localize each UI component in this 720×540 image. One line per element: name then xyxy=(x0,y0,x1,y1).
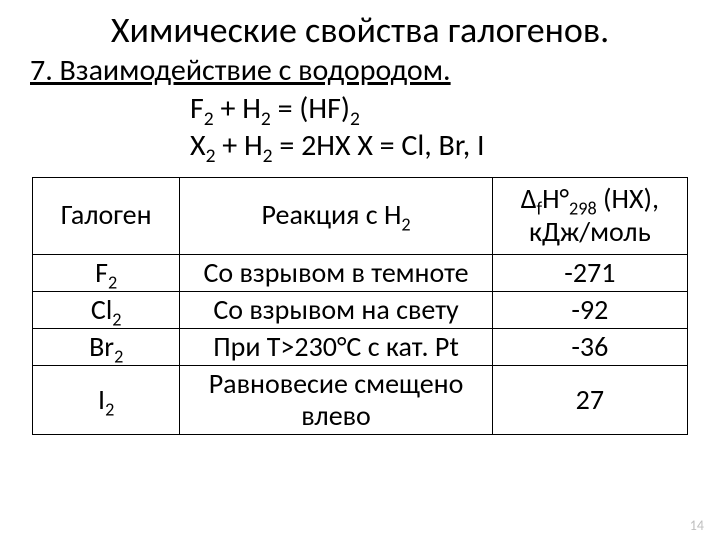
slide-title: Химические свойства галогенов. xyxy=(0,0,720,52)
reaction-line: влево xyxy=(301,398,371,433)
subtitle-block: 7. Взаимодействие с водородом. F2 + H2 =… xyxy=(0,52,720,165)
halogen-symbol: Br xyxy=(89,329,114,364)
table-row: I2 Равновесие смещено влево 27 xyxy=(33,366,688,435)
cell-halogen: Cl2 xyxy=(33,291,180,328)
cell-halogen: F2 xyxy=(33,254,180,291)
th-dh-part: Δ xyxy=(521,181,537,216)
slide: Химические свойства галогенов. 7. Взаимо… xyxy=(0,0,720,540)
eq2-part: X xyxy=(190,127,206,164)
th-dh-units: кДж/моль xyxy=(529,214,651,249)
eq1-part: + H xyxy=(214,90,261,127)
equation-1: F2 + H2 = (HF)2 xyxy=(30,90,690,128)
cell-dh: -271 xyxy=(492,254,687,291)
section-heading: 7. Взаимодействие с водородом. xyxy=(30,52,690,90)
th-reaction: Реакция с H2 xyxy=(180,177,492,254)
sub: 2 xyxy=(401,214,410,236)
sub: 2 xyxy=(114,345,123,367)
table-row: Cl2 Со взрывом на свету -92 xyxy=(33,291,688,328)
cell-dh: -92 xyxy=(492,291,687,328)
sub: 2 xyxy=(206,144,216,168)
eq2-part: = 2HX X = Cl, Br, I xyxy=(273,127,485,164)
sub: 2 xyxy=(108,271,117,293)
eq1-part: F xyxy=(190,90,204,127)
cell-reaction: Со взрывом в темноте xyxy=(180,254,492,291)
halogen-symbol: F xyxy=(95,255,108,290)
table-row: F2 Со взрывом в темноте -271 xyxy=(33,254,688,291)
th-dh-part: (HX), xyxy=(597,181,659,216)
table-row: Br2 При Т>230°С с кат. Pt -36 xyxy=(33,328,688,365)
cell-halogen: Br2 xyxy=(33,328,180,365)
sub: 2 xyxy=(112,308,121,330)
cell-reaction: При Т>230°С с кат. Pt xyxy=(180,328,492,365)
th-halogen: Галоген xyxy=(33,177,180,254)
halogen-table: Галоген Реакция с H2 ΔfH°298 (HX), кДж/м… xyxy=(32,177,688,436)
cell-reaction: Равновесие смещено влево xyxy=(180,366,492,435)
eq1-part: = (HF) xyxy=(271,90,350,127)
reaction-line: Равновесие смещено xyxy=(209,366,464,401)
cell-reaction: Со взрывом на свету xyxy=(180,291,492,328)
halogen-symbol: Cl xyxy=(91,292,112,327)
equation-2: X2 + H2 = 2HX X = Cl, Br, I xyxy=(30,127,690,165)
page-number: 14 xyxy=(690,517,704,534)
sub: 2 xyxy=(105,399,114,421)
th-reaction-text: Реакция с H xyxy=(261,197,401,232)
cell-dh: -36 xyxy=(492,328,687,365)
sub: 2 xyxy=(263,144,273,168)
table-header-row: Галоген Реакция с H2 ΔfH°298 (HX), кДж/м… xyxy=(33,177,688,254)
th-enthalpy: ΔfH°298 (HX), кДж/моль xyxy=(492,177,687,254)
eq2-part: + H xyxy=(215,127,262,164)
cell-halogen: I2 xyxy=(33,366,180,435)
cell-dh: 27 xyxy=(492,366,687,435)
th-dh-part: H° xyxy=(542,181,569,216)
